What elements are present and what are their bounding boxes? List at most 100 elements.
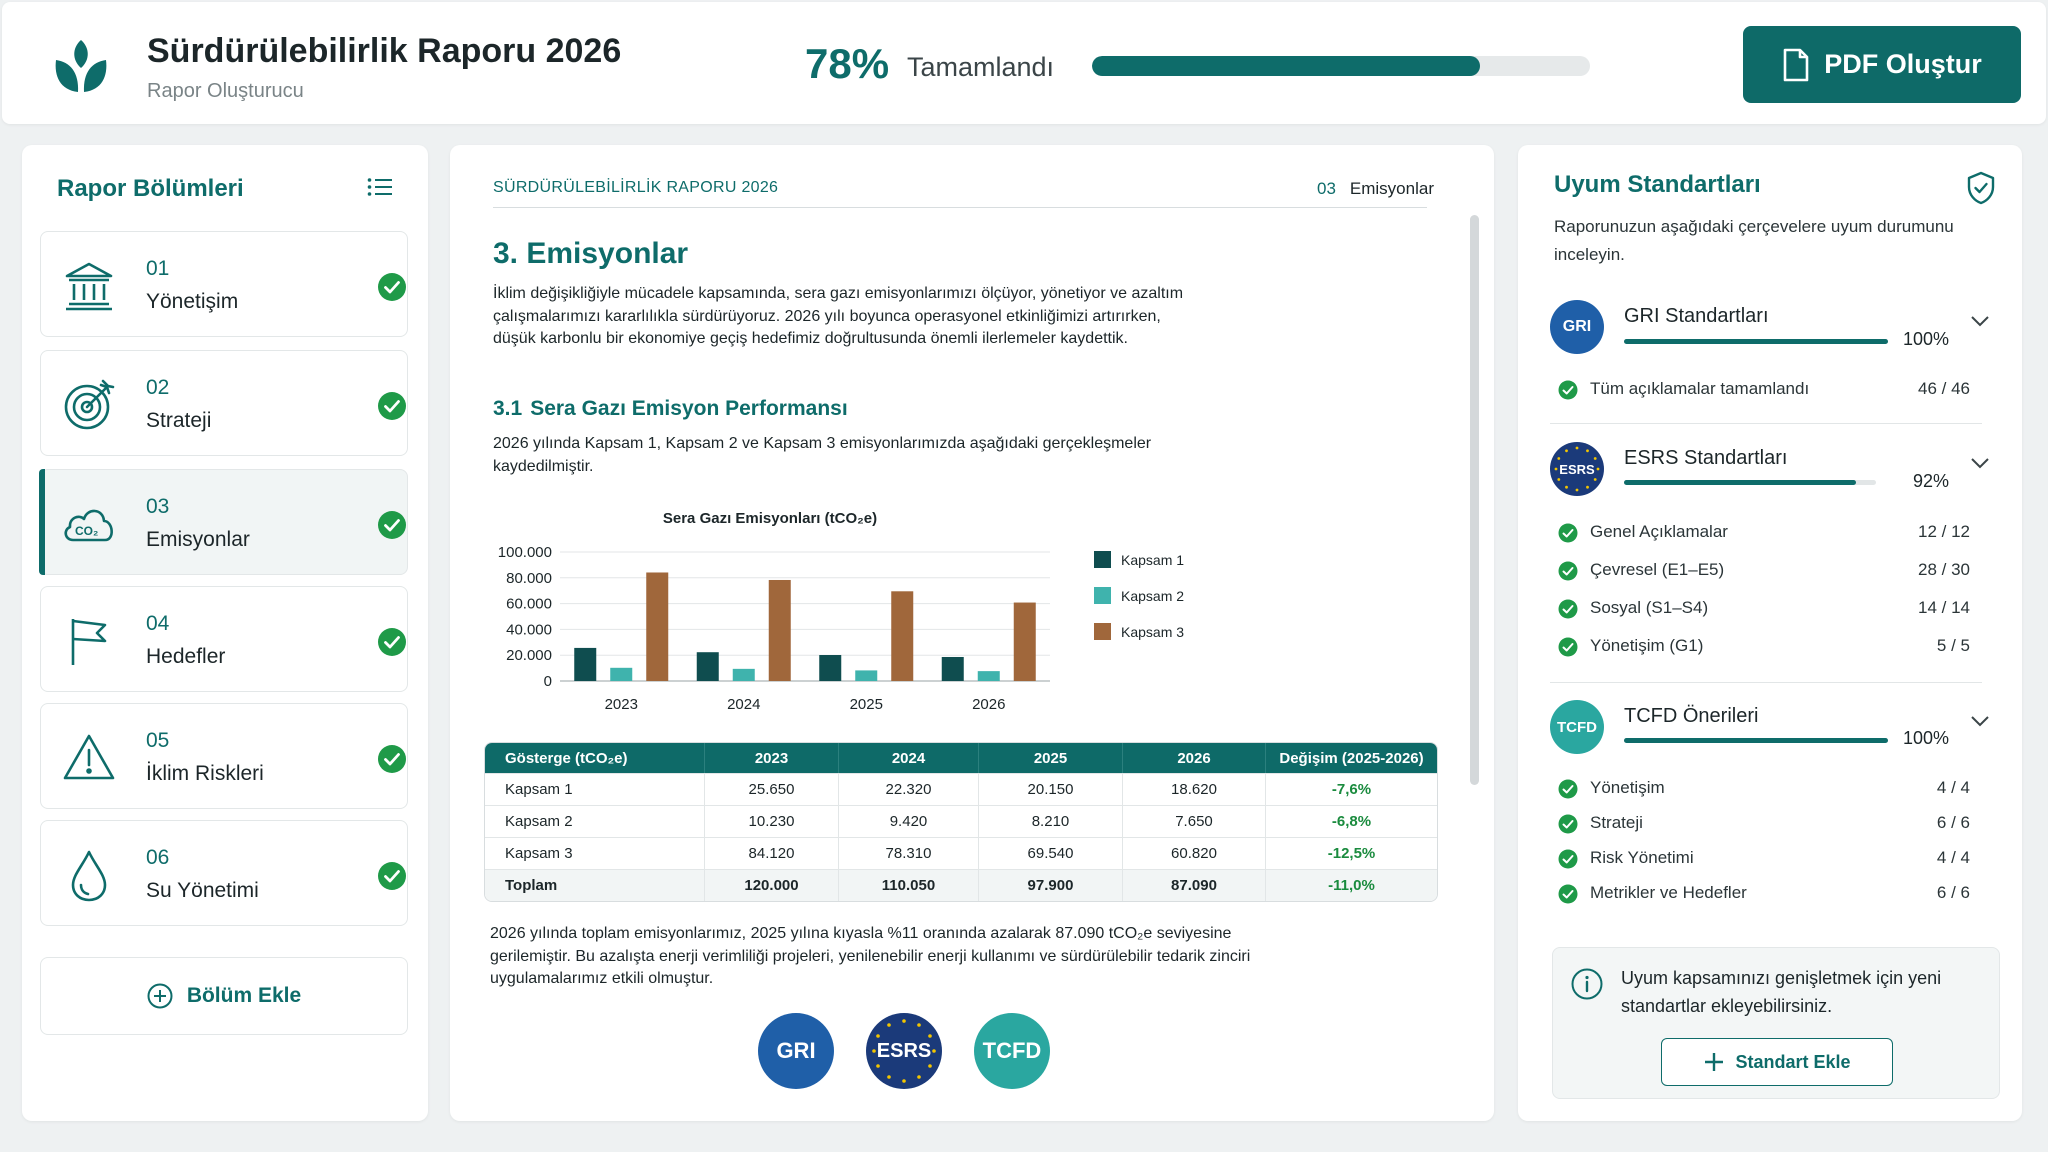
app-subtitle: Rapor Oluşturucu (147, 80, 304, 102)
table-cell: 9.420 (839, 805, 979, 837)
section-item-strateji[interactable]: 02 Strateji (40, 350, 408, 456)
generate-pdf-button[interactable]: PDF Oluştur (1743, 26, 2021, 103)
chevron-down-icon[interactable] (1970, 715, 1990, 727)
progress-bar-fill (1092, 56, 1481, 76)
table-cell: 84.120 (705, 837, 839, 869)
compliance-description: Raporunuzun aşağıdaki çerçevelere uyum d… (1554, 217, 1954, 264)
tcfd-badge: TCFD (974, 1013, 1050, 1089)
y-tick-label: 0 (544, 673, 552, 690)
bank-icon (65, 262, 113, 311)
y-tick-label: 100.000 (498, 544, 552, 561)
section-item-emisyonlar[interactable]: CO₂ 03 Emisyonlar (39, 469, 408, 575)
section-item-yonetisim[interactable]: 01 Yönetişim (40, 231, 408, 337)
table-cell: 97.900 (979, 869, 1123, 901)
check-circle-icon (378, 511, 406, 539)
section-label: Emisyonlar (146, 528, 250, 551)
table-cell: 120.000 (705, 869, 839, 901)
table-total-row: Toplam 120.000 110.050 97.900 87.090 -11… (485, 869, 1437, 901)
compliance-item-count: 12 / 12 (1918, 522, 1970, 541)
info-icon (1571, 968, 1603, 1000)
legend-label: Kapsam 3 (1121, 624, 1184, 640)
compliance-item-count: 4 / 4 (1936, 848, 1970, 867)
sections-panel: Rapor Bölümleri 01 Yönetişim 02 Strateji… (22, 145, 428, 1121)
table-cell: Toplam (485, 869, 705, 901)
standard-name-gri[interactable]: GRI Standartları (1624, 305, 1769, 327)
compliance-item-count: 28 / 30 (1918, 560, 1970, 579)
legend-label: Kapsam 2 (1121, 588, 1184, 604)
tcfd-badge-label: TCFD (1557, 718, 1597, 736)
list-icon[interactable] (367, 177, 393, 197)
chart-title: Sera Gazı Emisyonları (tCO₂e) (663, 510, 877, 527)
table-header-row: Gösterge (tCO₂e) 2023 2024 2025 2026 Değ… (485, 743, 1437, 773)
compliance-item-label: Risk Yönetimi (1590, 848, 1694, 867)
add-section-button[interactable]: Bölüm Ekle (40, 957, 408, 1035)
standard-progress-tcfd (1624, 738, 1888, 743)
compliance-panel: Uyum Standartları Raporunuzun aşağıdaki … (1518, 145, 2022, 1121)
compliance-item-count: 46 / 46 (1918, 379, 1970, 398)
table-cell: 87.090 (1123, 869, 1266, 901)
y-tick-label: 80.000 (506, 570, 552, 587)
svg-text:CO₂: CO₂ (75, 524, 98, 538)
chevron-down-icon[interactable] (1970, 315, 1990, 327)
section-label: İklim Riskleri (146, 762, 264, 785)
chevron-down-icon[interactable] (1970, 457, 1990, 469)
emissions-table: Gösterge (tCO₂e) 2023 2024 2025 2026 Değ… (484, 742, 1438, 902)
scrollbar[interactable] (1470, 215, 1479, 785)
check-circle-icon (1558, 523, 1578, 543)
standard-name-tcfd[interactable]: TCFD Önerileri (1624, 705, 1759, 727)
table-row: Kapsam 3 84.120 78.310 69.540 60.820 -12… (485, 837, 1437, 869)
subsection-heading: 3.1 Sera Gazı Emisyon Performansı (493, 397, 848, 421)
compliance-item-count: 6 / 6 (1936, 813, 1970, 832)
sections-title: Rapor Bölümleri (57, 175, 244, 202)
section-item-iklim-riskleri[interactable]: 05 İklim Riskleri (40, 703, 408, 809)
doc-section-indicator: 03 Emisyonlar (1317, 179, 1434, 199)
standard-progress-fill (1624, 339, 1888, 344)
summary-paragraph: 2026 yılında toplam emisyonlarımız, 2025… (490, 925, 1251, 987)
bar-kapsam-2 (855, 670, 878, 681)
check-circle-icon (378, 862, 406, 890)
table-cell-change: -11,0% (1266, 869, 1437, 901)
x-tick-label: 2023 (605, 696, 638, 713)
standard-name-esrs[interactable]: ESRS Standartları (1624, 447, 1788, 469)
section-item-su-yonetimi[interactable]: 06 Su Yönetimi (40, 820, 408, 926)
check-circle-icon (1558, 561, 1578, 581)
check-circle-icon (1558, 849, 1578, 869)
table-cell: Kapsam 1 (485, 773, 705, 805)
y-tick-label: 40.000 (506, 621, 552, 638)
table-header: 2024 (839, 743, 979, 773)
table-header: Değişim (2025-2026) (1266, 743, 1437, 773)
bar-kapsam-2 (977, 671, 1000, 681)
check-circle-icon (378, 628, 406, 656)
check-circle-icon (1558, 637, 1578, 657)
water-drop-icon (71, 850, 107, 902)
esrs-badge-label: ESRS (876, 1039, 932, 1062)
compliance-item-count: 5 / 5 (1936, 636, 1970, 655)
bar-kapsam-1 (941, 656, 964, 681)
bar-kapsam-3 (646, 572, 669, 681)
section-number: 04 (146, 612, 170, 635)
section-item-hedefler[interactable]: 04 Hedefler (40, 586, 408, 692)
table-cell: 7.650 (1123, 805, 1266, 837)
bar-kapsam-1 (574, 647, 597, 681)
add-standard-button[interactable]: Standart Ekle (1661, 1038, 1893, 1086)
table-row: Kapsam 1 25.650 22.320 20.150 18.620 -7,… (485, 773, 1437, 805)
compliance-item-label: Tüm açıklamalar tamamlandı (1590, 379, 1810, 398)
warning-icon (63, 734, 115, 780)
check-circle-icon (378, 273, 406, 301)
compliance-item-label: Genel Açıklamalar (1590, 522, 1728, 541)
bar-kapsam-1 (696, 652, 719, 681)
bar-kapsam-2 (732, 668, 755, 681)
check-circle-icon (1558, 814, 1578, 834)
compliance-item-label: Sosyal (S1–S4) (1590, 598, 1709, 617)
target-icon (64, 379, 115, 430)
divider (1550, 423, 1982, 424)
subsection-paragraph: 2026 yılında Kapsam 1, Kapsam 2 ve Kapsa… (493, 435, 1152, 475)
table-cell: 69.540 (979, 837, 1123, 869)
section-label: Yönetişim (146, 290, 239, 313)
x-tick-label: 2026 (972, 696, 1005, 713)
table-cell: 22.320 (839, 773, 979, 805)
table-cell: 10.230 (705, 805, 839, 837)
progress-bar (1092, 56, 1590, 76)
section-number: 03 (146, 495, 170, 518)
standard-pct-esrs: 92% (1913, 471, 1950, 491)
